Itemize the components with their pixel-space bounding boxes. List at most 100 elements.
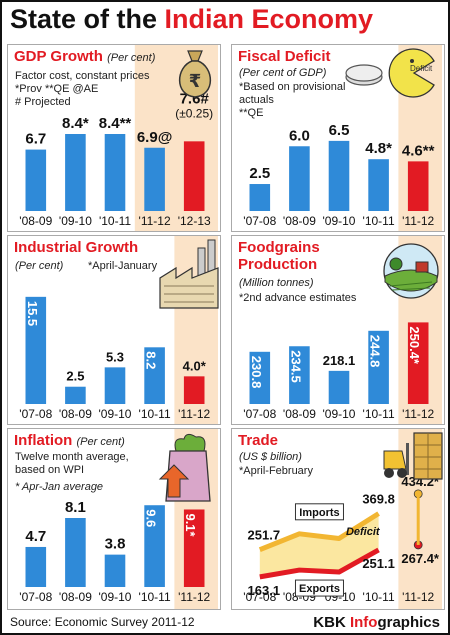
brand-logo: KBK Infographics: [313, 614, 440, 631]
x-tick-label: '09-10: [323, 407, 356, 421]
deficit-annotation: Deficit: [346, 526, 381, 538]
panel-foodgrains-production: '07-08 '08-09 '09-10 '10-11 '11-12 230.8 234.5…: [231, 235, 445, 425]
x-tick-label: '10-11: [363, 407, 395, 421]
bar: [144, 147, 165, 211]
source-note: Source: Economic Survey 2011-12: [10, 615, 195, 629]
note-line: Factor cost, constant prices: [15, 70, 150, 82]
data-label: 251.1: [362, 556, 395, 571]
note-line: (Per cent of GDP): [239, 67, 327, 79]
data-label: 4.0*: [183, 358, 207, 373]
note-line: # Projected: [15, 96, 71, 108]
note-line: **QE: [239, 107, 264, 119]
data-label: 267.4*: [401, 551, 440, 566]
data-label: 8.1: [65, 499, 86, 516]
legend-box: [294, 503, 344, 521]
note-line: actuals: [239, 94, 274, 106]
title-highlight: Indian Economy: [164, 4, 374, 34]
panel-inflation: '07-08 '08-09 '09-10 '10-11 '11-12 4.7 8.1 3.8 9…: [7, 428, 221, 610]
data-label: 6.5: [329, 122, 350, 139]
bar: [104, 367, 126, 404]
x-tick-label: '08-09: [283, 407, 316, 421]
data-label: 6.7: [25, 131, 46, 148]
bar: [144, 505, 165, 587]
data-label: 163.1: [248, 583, 281, 598]
data-label: 244.8: [368, 335, 383, 368]
farm-icon: [383, 243, 439, 299]
bar: [249, 351, 271, 404]
x-tick-label: '09-10: [99, 407, 132, 421]
x-tick-label: '07-08: [243, 407, 276, 421]
bar: [104, 554, 126, 587]
deficit-badge: Deficit: [410, 64, 433, 73]
data-label: 9.1*: [183, 513, 198, 537]
x-tick-label: '09-10: [99, 590, 132, 604]
bar: [407, 322, 429, 404]
x-tick-label: '09-10: [323, 214, 356, 228]
bar: [328, 140, 350, 211]
bar: [368, 330, 389, 404]
data-label: 5.3: [106, 349, 124, 364]
note-line: *Prov **QE @AE: [15, 83, 99, 95]
bar: [289, 146, 310, 211]
x-tick-label: '07-08: [243, 590, 276, 604]
coin-pacman-icon: Deficit: [345, 48, 435, 98]
bar: [25, 546, 47, 587]
x-tick-label: '11-12: [178, 590, 210, 604]
x-tick-label: '07-08: [19, 407, 52, 421]
data-label: 6.0: [289, 127, 310, 144]
panel-title: Inflation: [14, 432, 73, 449]
bar: [65, 134, 86, 211]
bar: [25, 296, 47, 404]
x-tick-label: '09-10: [59, 214, 92, 228]
data-label: 8.2: [144, 351, 159, 369]
x-tick-label: '08-09: [59, 590, 92, 604]
panel-title: Fiscal Deficit: [238, 48, 331, 65]
data-label: 2.5: [249, 165, 270, 182]
panel-fiscal-deficit: '07-08 '08-09 '09-10 '10-11 '11-12 2.5 6.0 6.5 4…: [231, 44, 445, 232]
x-tick-label: '10-11: [363, 590, 395, 604]
bar: [183, 509, 205, 587]
money-bag-icon: ₹: [179, 50, 211, 98]
data-label: 4.6**: [402, 142, 435, 159]
panel-trade: '07-08'08-09'09-10'10-11'11-12 251.7 369.8…: [231, 428, 445, 610]
note-line: *April-February: [239, 465, 313, 477]
note-line: (Per cent): [15, 260, 64, 272]
x-tick-label: '11-12: [178, 407, 210, 421]
bar: [407, 161, 429, 211]
panel-title-line2: Production: [238, 256, 318, 273]
bar: [249, 184, 271, 211]
note-line: (US $ billion): [239, 451, 302, 463]
note-line: *April-January: [88, 260, 158, 272]
panel-title: Industrial Growth: [14, 239, 139, 256]
panel-industrial-growth: '07-08 '08-09 '09-10 '10-11 '11-12 15.5 2.5 5.3…: [7, 235, 221, 425]
bar: [328, 370, 350, 404]
x-tick-label: '07-08: [19, 590, 52, 604]
x-tick-label: '08-09: [283, 214, 316, 228]
data-label: 218.1: [323, 353, 356, 368]
legend-box: [294, 579, 344, 597]
data-label: 234.5: [288, 350, 303, 383]
x-tick-label: '10-11: [99, 214, 131, 228]
data-label: 230.8: [249, 356, 264, 389]
panel-unit: (Per cent): [107, 52, 156, 64]
x-tick-label: '11-12: [139, 214, 171, 228]
deficit-area: [259, 513, 379, 577]
panel-unit: (Per cent): [76, 436, 125, 448]
x-tick-label: '10-11: [363, 214, 395, 228]
chart-fiscal-deficit: '07-08 '08-09 '09-10 '10-11 '11-12 2.5 6.0 6.5 4…: [243, 45, 442, 231]
x-tick-label: '11-12: [402, 407, 434, 421]
data-label: 8.4*: [62, 115, 89, 132]
data-label: 250.4*: [407, 326, 422, 365]
x-tick-label: '10-11: [139, 590, 171, 604]
data-label: 15.5: [25, 301, 40, 326]
panel-title: Trade: [238, 432, 279, 449]
data-label: 369.8: [362, 492, 395, 507]
data-label: 251.7: [248, 528, 281, 543]
x-tick-label: '11-12: [402, 214, 434, 228]
page-title: State of the Indian Economy: [10, 4, 374, 34]
panel-title: Foodgrains: [238, 239, 320, 256]
note-line: * Apr-Jan average: [15, 481, 104, 493]
note-line: *2nd advance estimates: [239, 292, 357, 304]
panel-title: GDP Growth: [14, 48, 103, 65]
